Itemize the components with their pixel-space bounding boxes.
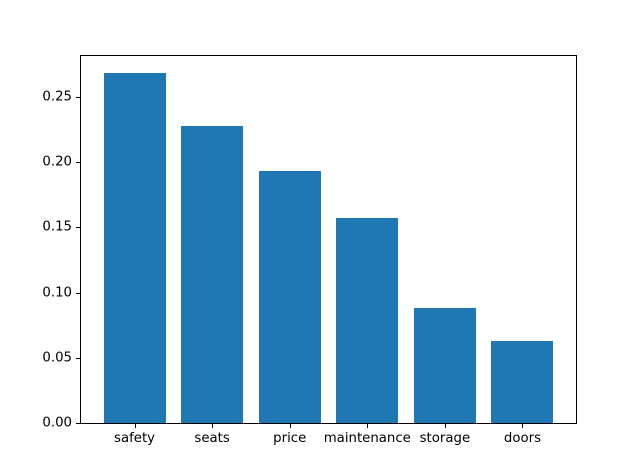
x-tick-mark [289,424,291,428]
bar-seats [181,125,244,423]
bar-maintenance [336,218,399,423]
plot-area [80,55,577,424]
x-tick-label: safety [114,431,156,446]
x-tick-label: price [273,431,307,446]
y-tick-label: 0.05 [42,350,72,366]
x-tick-label: doors [503,431,542,446]
y-tick-label: 0.15 [42,219,72,235]
x-tick-mark [134,424,136,428]
y-tick-mark [76,423,80,424]
y-tick-mark [76,357,80,359]
x-tick-label: storage [419,431,471,446]
x-tick-label: maintenance [323,431,411,446]
y-tick-mark [76,227,80,229]
y-tick-label: 0.25 [42,89,72,105]
x-tick-mark [212,424,214,428]
x-tick-mark [444,424,446,428]
bar-safety [103,73,166,423]
y-tick-mark [76,292,80,294]
x-tick-mark [522,424,524,428]
x-tick-label: seats [194,431,230,446]
x-tick-mark [367,424,369,428]
y-tick-label: 0.00 [42,415,72,431]
bar-doors [491,340,554,423]
y-tick-mark [76,96,80,98]
bar-storage [413,308,476,423]
bar-price [258,171,321,423]
y-tick-mark [76,162,80,164]
y-tick-label: 0.10 [42,284,72,300]
y-tick-label: 0.20 [42,154,72,170]
